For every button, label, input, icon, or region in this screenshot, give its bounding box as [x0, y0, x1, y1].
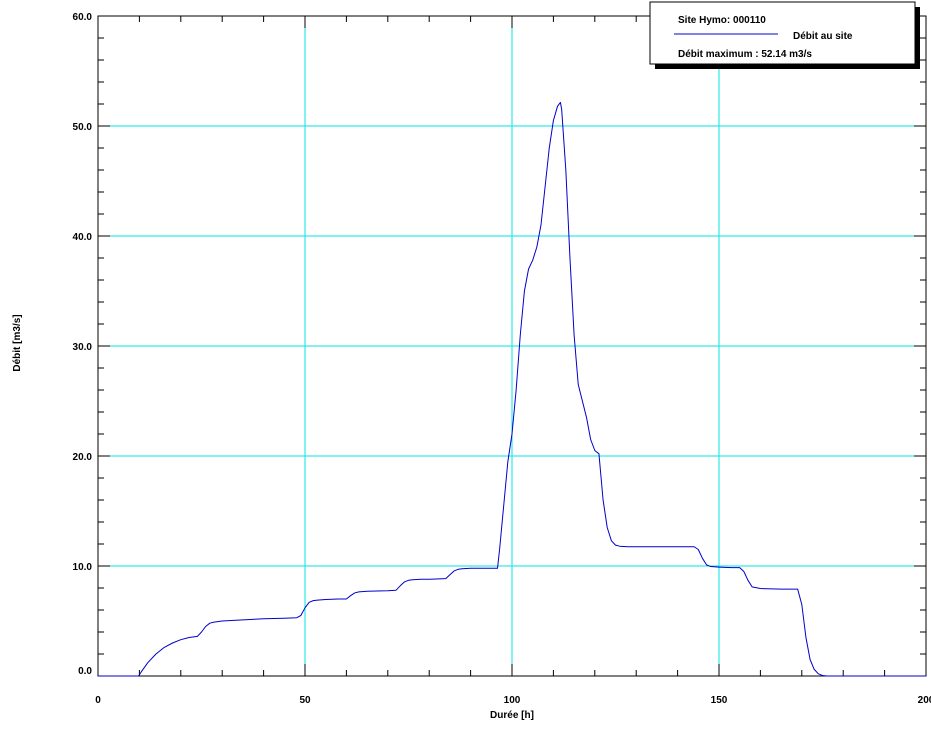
x-tick-label: 200 [918, 695, 931, 706]
legend-box [649, 1, 916, 65]
y-tick-label: 0.0 [78, 666, 92, 677]
grid [98, 16, 926, 676]
legend-max-label: Débit maximum : 52.14 m3/s [678, 49, 812, 60]
y-tick-labels: 0.0 10.0 20.0 30.0 40.0 50.0 60.0 [73, 12, 93, 677]
y-tick-label: 10.0 [73, 562, 93, 573]
x-axis-label: Durée [h] [490, 710, 534, 721]
x-tick-label: 50 [299, 695, 311, 706]
legend: Site Hymo: 000110 Débit au site Débit ma… [649, 1, 920, 69]
y-tick-label: 50.0 [73, 122, 93, 133]
y-tick-label: 20.0 [73, 452, 93, 463]
y-tick-label: 30.0 [73, 342, 93, 353]
y-tick-label: 40.0 [73, 232, 93, 243]
x-tick-label: 0 [95, 695, 101, 706]
x-tick-label: 100 [504, 695, 521, 706]
y-tick-label: 60.0 [73, 12, 93, 23]
legend-series-label: Débit au site [793, 31, 853, 42]
plot-frame [97, 15, 927, 677]
series-layer [98, 101, 926, 677]
legend-site-label: Site Hymo: 000110 [678, 15, 766, 26]
x-tick-label: 150 [711, 695, 728, 706]
series-line [98, 101, 926, 677]
y-axis-label: Débit [m3/s] [12, 314, 23, 371]
x-tick-labels: 0 50 100 150 200 [95, 695, 931, 706]
